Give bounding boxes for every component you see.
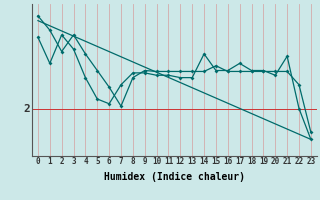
X-axis label: Humidex (Indice chaleur): Humidex (Indice chaleur) bbox=[104, 172, 245, 182]
